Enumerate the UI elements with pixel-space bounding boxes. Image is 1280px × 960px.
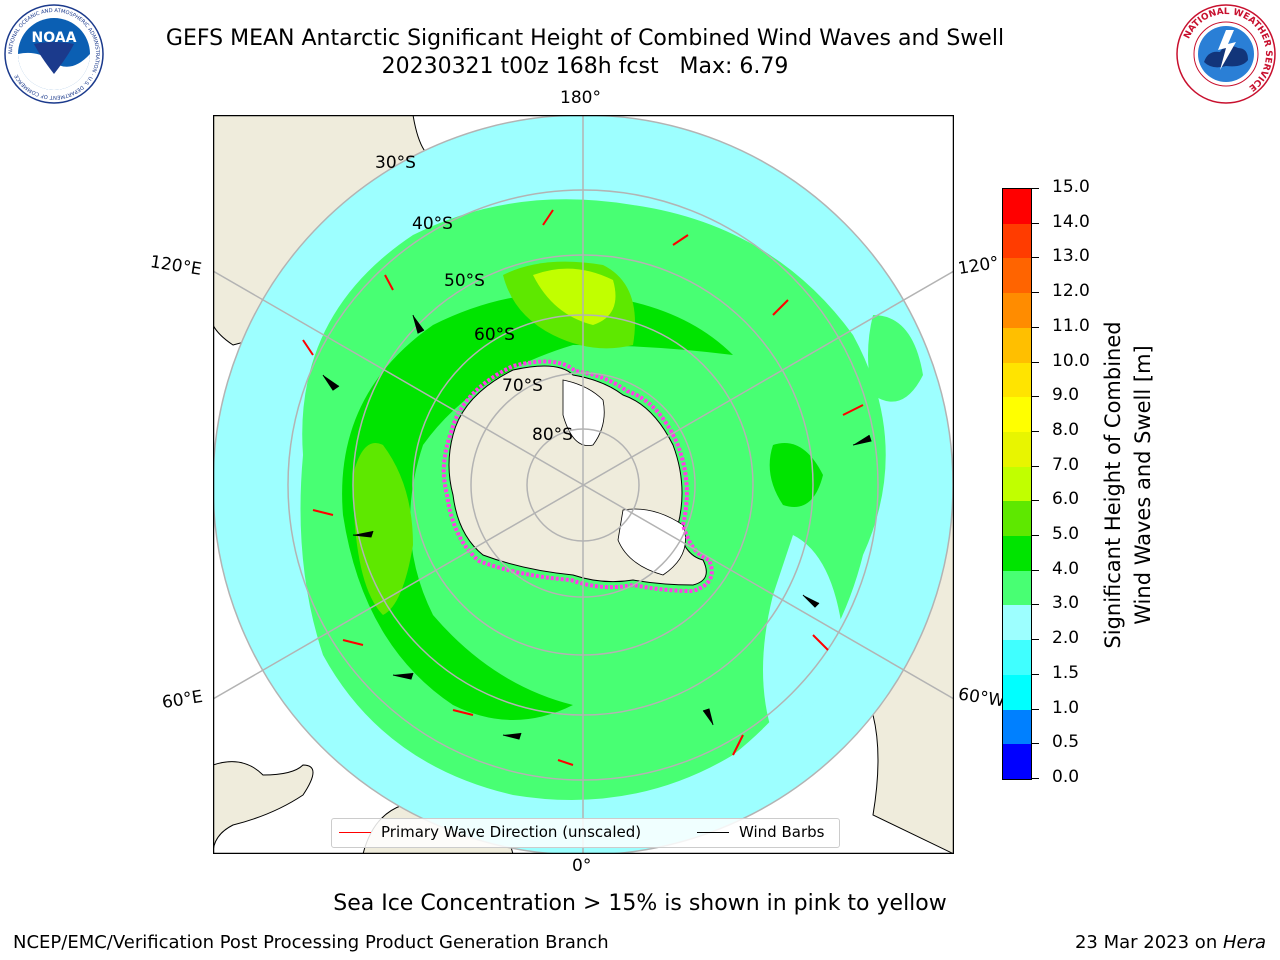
colorbar-tick-label: 1.5 — [1052, 662, 1080, 683]
colorbar-segment — [1003, 674, 1031, 710]
legend-primary-wave-label: Primary Wave Direction (unscaled) — [381, 823, 642, 841]
colorbar-segment — [1003, 536, 1031, 571]
colorbar-tick-label: 5.0 — [1052, 524, 1080, 545]
legend-primary-wave-swatch — [339, 832, 371, 833]
colorbar-tick-label: 6.0 — [1052, 489, 1080, 510]
colorbar-segment — [1003, 258, 1031, 294]
lat-label-50s: 50°S — [444, 271, 485, 291]
colorbar-tick-mark — [1032, 743, 1039, 745]
lon-label-0: 0° — [572, 856, 592, 876]
noaa-logo-text: NOAA — [32, 30, 77, 46]
legend-wind-barbs-swatch — [697, 832, 729, 833]
colorbar-label: Significant Height of Combined Wind Wave… — [1098, 321, 1158, 648]
colorbar-tick-mark — [1032, 569, 1039, 571]
legend-wind-barbs: Wind Barbs — [697, 823, 824, 841]
polar-map: 30°S 40°S 50°S 60°S 70°S 80°S — [213, 115, 954, 854]
colorbar-tick-label: 11.0 — [1052, 315, 1090, 336]
colorbar-tick-mark — [1032, 604, 1039, 606]
sea-ice-note: Sea Ice Concentration > 15% is shown in … — [333, 891, 947, 916]
map-title-line2: 20230321 t00z 168h fcst Max: 6.79 — [381, 54, 789, 79]
colorbar-tick-mark — [1032, 639, 1039, 641]
sea-ice-edge — [441, 359, 714, 594]
colorbar-tick-mark — [1032, 292, 1039, 294]
colorbar-tick-label: 4.0 — [1052, 558, 1080, 579]
colorbar-tick-mark — [1032, 257, 1039, 259]
colorbar-segment — [1003, 744, 1031, 779]
footer-machine: Hera — [1222, 932, 1266, 953]
colorbar-tick-label: 13.0 — [1052, 246, 1090, 267]
land-africa — [213, 761, 314, 854]
colorbar-tick-mark — [1032, 465, 1039, 467]
lat-label-60s: 60°S — [474, 325, 515, 345]
footer-date: 23 Mar 2023 on Hera — [1075, 932, 1266, 953]
legend-wind-barbs-label: Wind Barbs — [739, 823, 825, 841]
colorbar-tick-label: 2.0 — [1052, 628, 1080, 649]
lat-label-40s: 40°S — [412, 214, 453, 234]
map-title-line1: GEFS MEAN Antarctic Significant Height o… — [165, 26, 1005, 51]
colorbar-tick-label: 10.0 — [1052, 350, 1090, 371]
colorbar-tick-label: 7.0 — [1052, 454, 1080, 475]
colorbar-tick-label: 14.0 — [1052, 211, 1090, 232]
colorbar-segment — [1003, 605, 1031, 641]
colorbar-tick-label: 8.0 — [1052, 419, 1080, 440]
colorbar-tick-label: 12.0 — [1052, 281, 1090, 302]
colorbar-segment — [1003, 327, 1031, 363]
colorbar-label-line2: Wind Waves and Swell [m] — [1131, 345, 1155, 625]
map-legend: Primary Wave Direction (unscaled) Wind B… — [331, 818, 840, 848]
colorbar-tick-label: 9.0 — [1052, 385, 1080, 406]
colorbar-tick-mark — [1032, 708, 1039, 710]
colorbar-tick-mark — [1032, 188, 1039, 189]
colorbar-segment — [1003, 570, 1031, 606]
colorbar-tick-label: 3.0 — [1052, 593, 1080, 614]
colorbar-segment — [1003, 709, 1031, 745]
colorbar-tick-mark — [1032, 396, 1039, 398]
lat-label-30s: 30°S — [375, 153, 416, 173]
footer-credit: NCEP/EMC/Verification Post Processing Pr… — [13, 932, 609, 953]
wave-arrows — [302, 209, 864, 766]
colorbar-segment — [1003, 189, 1031, 224]
colorbar-segment — [1003, 466, 1031, 502]
noaa-logo-icon: NOAA NATIONAL OCEANIC AND ATMOSPHERIC AD… — [4, 4, 104, 104]
lon-label-180: 180° — [560, 88, 601, 108]
nws-logo-icon: NATIONAL WEATHER SERVICE — [1176, 4, 1276, 104]
colorbar-tick-mark — [1032, 535, 1039, 537]
colorbar-segment — [1003, 223, 1031, 259]
lon-label-60e: 60°E — [160, 686, 205, 714]
footer-date-text: 23 Mar 2023 on — [1074, 932, 1223, 953]
colorbar-segment — [1003, 397, 1031, 432]
colorbar-tick-label: 0.0 — [1052, 767, 1080, 787]
lon-label-60w: 60°W — [956, 684, 1007, 712]
colorbar-tick-mark — [1032, 222, 1039, 224]
colorbar-label-line1: Significant Height of Combined — [1101, 321, 1125, 649]
colorbar-tick-mark — [1032, 673, 1039, 675]
colorbar-segment — [1003, 362, 1031, 398]
lat-label-70s: 70°S — [502, 376, 543, 396]
lon-label-120e: 120°E — [148, 252, 203, 280]
colorbar-tick-mark — [1032, 361, 1039, 363]
colorbar-tick-mark — [1032, 430, 1039, 432]
colorbar-tick-mark — [1032, 326, 1039, 328]
colorbar-tick-mark — [1032, 778, 1039, 779]
wind-barbs — [322, 314, 872, 740]
colorbar — [1002, 188, 1032, 780]
colorbar-tick-label: 15.0 — [1052, 177, 1090, 197]
colorbar-tick-label: 0.5 — [1052, 732, 1080, 753]
legend-primary-wave: Primary Wave Direction (unscaled) — [339, 823, 641, 841]
colorbar-segment — [1003, 293, 1031, 328]
lat-label-80s: 80°S — [532, 425, 573, 445]
colorbar-segment — [1003, 501, 1031, 537]
ice-shelf-weddell — [617, 508, 686, 576]
colorbar-tick-label: 1.0 — [1052, 697, 1080, 718]
colorbar-segment — [1003, 431, 1031, 467]
colorbar-tick-mark — [1032, 500, 1039, 502]
lon-label-120w: 120° — [956, 252, 1001, 280]
colorbar-segment — [1003, 640, 1031, 675]
